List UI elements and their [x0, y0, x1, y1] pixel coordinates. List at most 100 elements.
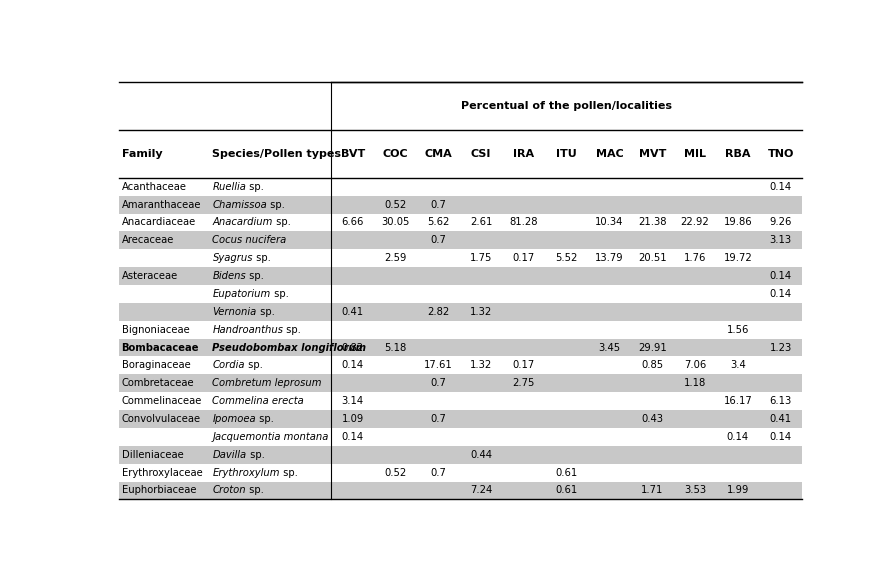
- Text: Combretaceae: Combretaceae: [122, 378, 194, 388]
- Text: sp.: sp.: [246, 485, 264, 496]
- Text: Family: Family: [122, 149, 162, 159]
- Text: 21.38: 21.38: [637, 218, 666, 227]
- Text: 0.7: 0.7: [430, 414, 446, 424]
- Text: Eupatorium: Eupatorium: [212, 289, 270, 299]
- Text: Pseudobombax longiflorum: Pseudobombax longiflorum: [212, 343, 366, 352]
- Text: 10.34: 10.34: [595, 218, 623, 227]
- Text: 2.61: 2.61: [469, 218, 492, 227]
- Text: Bidens: Bidens: [212, 271, 246, 281]
- Text: sp.: sp.: [270, 289, 288, 299]
- Text: 16.17: 16.17: [722, 396, 751, 406]
- Text: 0.82: 0.82: [342, 343, 363, 352]
- Text: 7.24: 7.24: [469, 485, 492, 496]
- Text: Handroanthus: Handroanthus: [212, 325, 283, 335]
- Text: 1.76: 1.76: [683, 253, 705, 263]
- Text: 13.79: 13.79: [595, 253, 623, 263]
- Bar: [119, 250, 801, 267]
- Text: Croton: Croton: [212, 485, 246, 496]
- Text: MIL: MIL: [683, 149, 705, 159]
- Text: 3.4: 3.4: [730, 360, 745, 371]
- Bar: [119, 375, 801, 392]
- Text: sp.: sp.: [273, 218, 291, 227]
- Text: BVT: BVT: [341, 149, 365, 159]
- Text: Commelinaceae: Commelinaceae: [122, 396, 202, 406]
- Bar: [119, 464, 801, 481]
- Text: sp.: sp.: [280, 468, 298, 477]
- Text: 9.26: 9.26: [769, 218, 791, 227]
- Text: 0.14: 0.14: [769, 289, 791, 299]
- Text: 0.14: 0.14: [769, 182, 791, 192]
- Text: Syagrus: Syagrus: [212, 253, 253, 263]
- Text: 0.41: 0.41: [769, 414, 791, 424]
- Text: 3.14: 3.14: [342, 396, 363, 406]
- Text: sp.: sp.: [283, 325, 301, 335]
- Bar: [119, 446, 801, 464]
- Text: 0.7: 0.7: [430, 235, 446, 246]
- Text: sp.: sp.: [253, 253, 271, 263]
- Bar: [119, 285, 801, 303]
- Text: Davilla: Davilla: [212, 450, 247, 460]
- Bar: [119, 356, 801, 375]
- Text: 0.17: 0.17: [512, 253, 535, 263]
- Bar: [119, 339, 801, 356]
- Text: Convolvulaceae: Convolvulaceae: [122, 414, 200, 424]
- Bar: [119, 178, 801, 196]
- Text: 0.17: 0.17: [512, 360, 535, 371]
- Text: Bignoniaceae: Bignoniaceae: [122, 325, 190, 335]
- Text: 0.43: 0.43: [640, 414, 662, 424]
- Text: Species/Pollen types: Species/Pollen types: [212, 149, 342, 159]
- Text: 81.28: 81.28: [509, 218, 537, 227]
- Text: sp.: sp.: [246, 182, 264, 192]
- Text: 19.72: 19.72: [722, 253, 751, 263]
- Text: 3.53: 3.53: [683, 485, 705, 496]
- Text: Cordia: Cordia: [212, 360, 245, 371]
- Text: 1.75: 1.75: [469, 253, 492, 263]
- Text: Euphorbiaceae: Euphorbiaceae: [122, 485, 196, 496]
- Text: 17.61: 17.61: [424, 360, 452, 371]
- Text: sp.: sp.: [267, 200, 285, 210]
- Text: MAC: MAC: [595, 149, 622, 159]
- Text: Arecaceae: Arecaceae: [122, 235, 173, 246]
- Text: 2.75: 2.75: [512, 378, 535, 388]
- Text: 0.14: 0.14: [769, 271, 791, 281]
- Text: Commelina erecta: Commelina erecta: [212, 396, 304, 406]
- Text: 0.7: 0.7: [430, 468, 446, 477]
- Text: IRA: IRA: [513, 149, 534, 159]
- Text: Jacquemontia montana: Jacquemontia montana: [212, 432, 328, 442]
- Text: Anacardiaceae: Anacardiaceae: [122, 218, 196, 227]
- Bar: [119, 428, 801, 446]
- Bar: [119, 321, 801, 339]
- Bar: [119, 392, 801, 410]
- Text: 5.62: 5.62: [426, 218, 449, 227]
- Text: COC: COC: [383, 149, 408, 159]
- Text: 5.52: 5.52: [555, 253, 578, 263]
- Bar: [119, 130, 801, 178]
- Text: Vernonia: Vernonia: [212, 307, 257, 317]
- Bar: [119, 410, 801, 428]
- Text: 3.45: 3.45: [598, 343, 620, 352]
- Text: Anacardium: Anacardium: [212, 218, 273, 227]
- Text: 6.66: 6.66: [342, 218, 364, 227]
- Text: 1.99: 1.99: [726, 485, 748, 496]
- Text: Erythroxylum: Erythroxylum: [212, 468, 280, 477]
- Text: Chamissoa: Chamissoa: [212, 200, 267, 210]
- Text: 0.52: 0.52: [384, 468, 406, 477]
- Text: sp.: sp.: [257, 307, 274, 317]
- Text: Percentual of the pollen/localities: Percentual of the pollen/localities: [460, 100, 671, 111]
- Text: Dilleniaceae: Dilleniaceae: [122, 450, 183, 460]
- Text: 22.92: 22.92: [680, 218, 709, 227]
- Text: RBA: RBA: [724, 149, 750, 159]
- Text: Amaranthaceae: Amaranthaceae: [122, 200, 201, 210]
- Text: 1.09: 1.09: [342, 414, 363, 424]
- Text: 1.18: 1.18: [683, 378, 705, 388]
- Text: 0.41: 0.41: [342, 307, 363, 317]
- Text: Combretum leprosum: Combretum leprosum: [212, 378, 322, 388]
- Bar: [119, 481, 801, 500]
- Text: 0.85: 0.85: [640, 360, 662, 371]
- Text: 0.44: 0.44: [469, 450, 492, 460]
- Text: Asteraceae: Asteraceae: [122, 271, 178, 281]
- Text: 0.14: 0.14: [342, 432, 363, 442]
- Text: 0.52: 0.52: [384, 200, 406, 210]
- Text: sp.: sp.: [256, 414, 274, 424]
- Text: CSI: CSI: [470, 149, 491, 159]
